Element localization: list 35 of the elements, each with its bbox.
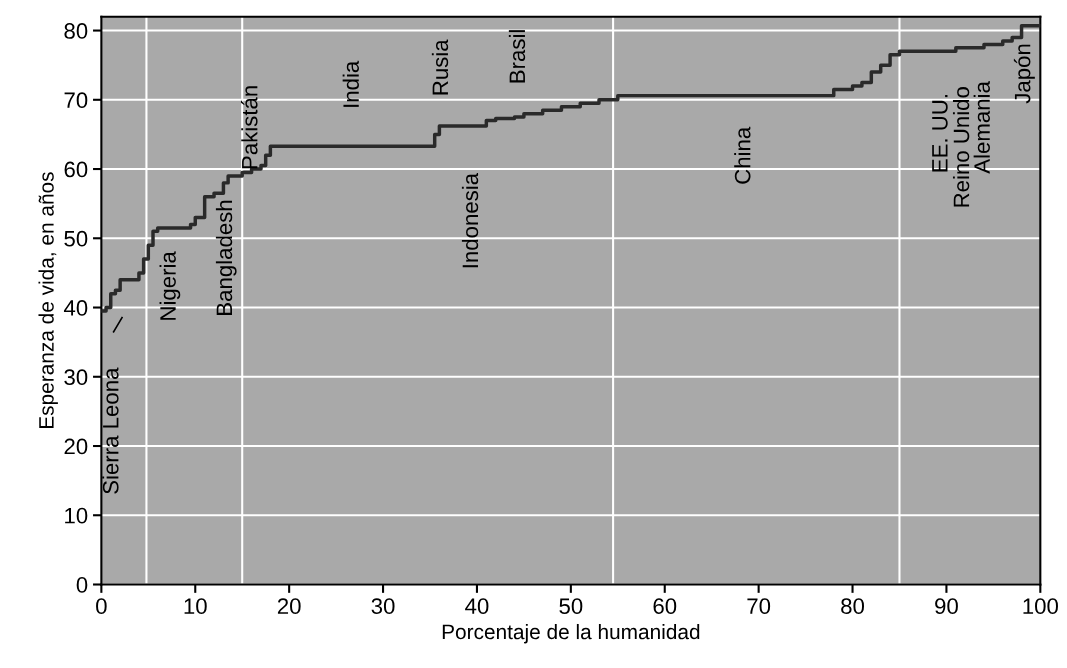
annotation: EE. UU. (932, 95, 948, 172)
x-tick-label: 20 (277, 598, 301, 615)
x-tick-label: 40 (465, 598, 489, 615)
y-tick-label: 60 (64, 161, 88, 178)
x-tick-label: 50 (559, 598, 583, 615)
x-tick-label: 0 (96, 598, 107, 615)
x-tick-label: 100 (1023, 598, 1058, 615)
y-tick-label: 70 (64, 92, 88, 109)
y-tick-label: 10 (65, 507, 88, 524)
annotation: Pakistán (240, 86, 258, 169)
y-tick-label: 20 (64, 438, 88, 455)
annotation: China (734, 126, 751, 184)
x-tick-label: 90 (935, 598, 958, 615)
y-axis-title: Esperanza de vida, en años (38, 172, 58, 429)
annotation: Reino Unido (952, 87, 970, 207)
annotation: Alemania (973, 81, 990, 174)
x-axis-title: Porcentaje de la humanidad (442, 623, 700, 644)
annotation: India (342, 60, 359, 107)
y-tick-label: 80 (64, 23, 88, 39)
x-tick-label: 10 (184, 598, 207, 615)
x-tick-label: 70 (747, 598, 771, 615)
annotation: Sierra Leona (102, 367, 119, 494)
annotation: Japón (1013, 44, 1035, 104)
y-tick-label: 0 (76, 577, 88, 593)
annotation: Bangladesh (215, 200, 237, 315)
y-tick-label: 30 (64, 369, 88, 386)
y-tick-label: 50 (64, 230, 88, 247)
x-tick-label: 30 (371, 598, 395, 615)
x-tick-label: 60 (653, 598, 677, 615)
x-tick-label: 80 (841, 598, 865, 615)
annotation: Indonesia (461, 172, 479, 268)
annotation: Rusia (431, 39, 449, 95)
y-tick-label: 40 (63, 300, 88, 316)
annotation: Nigeria (159, 251, 181, 320)
annotation: Brasil (508, 30, 526, 83)
